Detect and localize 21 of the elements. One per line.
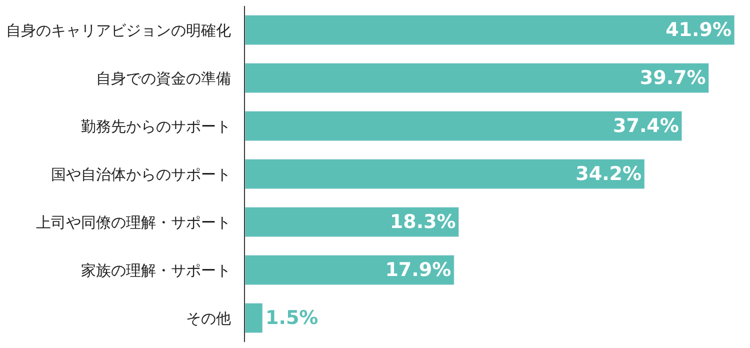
y-tick-label: 上司や同僚の理解・サポート xyxy=(36,213,231,232)
y-tick-label: 勤務先からのサポート xyxy=(81,117,231,136)
y-tick-label: 自身のキャリアビジョンの明確化 xyxy=(6,21,231,40)
bar xyxy=(245,14,735,46)
data-label: 37.4% xyxy=(613,115,679,137)
y-tick-label: その他 xyxy=(186,309,231,328)
data-label: 17.9% xyxy=(385,259,452,281)
bar xyxy=(245,206,460,238)
bar xyxy=(245,254,454,286)
data-label: 39.7% xyxy=(640,67,706,89)
data-label: 41.9% xyxy=(666,19,732,41)
y-tick-label: 家族の理解・サポート xyxy=(81,261,231,280)
y-tick-label: 自身での資金の準備 xyxy=(96,69,231,88)
bar xyxy=(245,302,263,334)
bar xyxy=(245,62,710,94)
bar xyxy=(245,158,645,190)
data-label: 18.3% xyxy=(390,211,456,233)
bar xyxy=(245,110,682,142)
y-tick-label: 国や自治体からのサポート xyxy=(51,165,231,184)
data-label: 1.5% xyxy=(266,307,318,329)
data-label: 34.2% xyxy=(576,163,642,185)
